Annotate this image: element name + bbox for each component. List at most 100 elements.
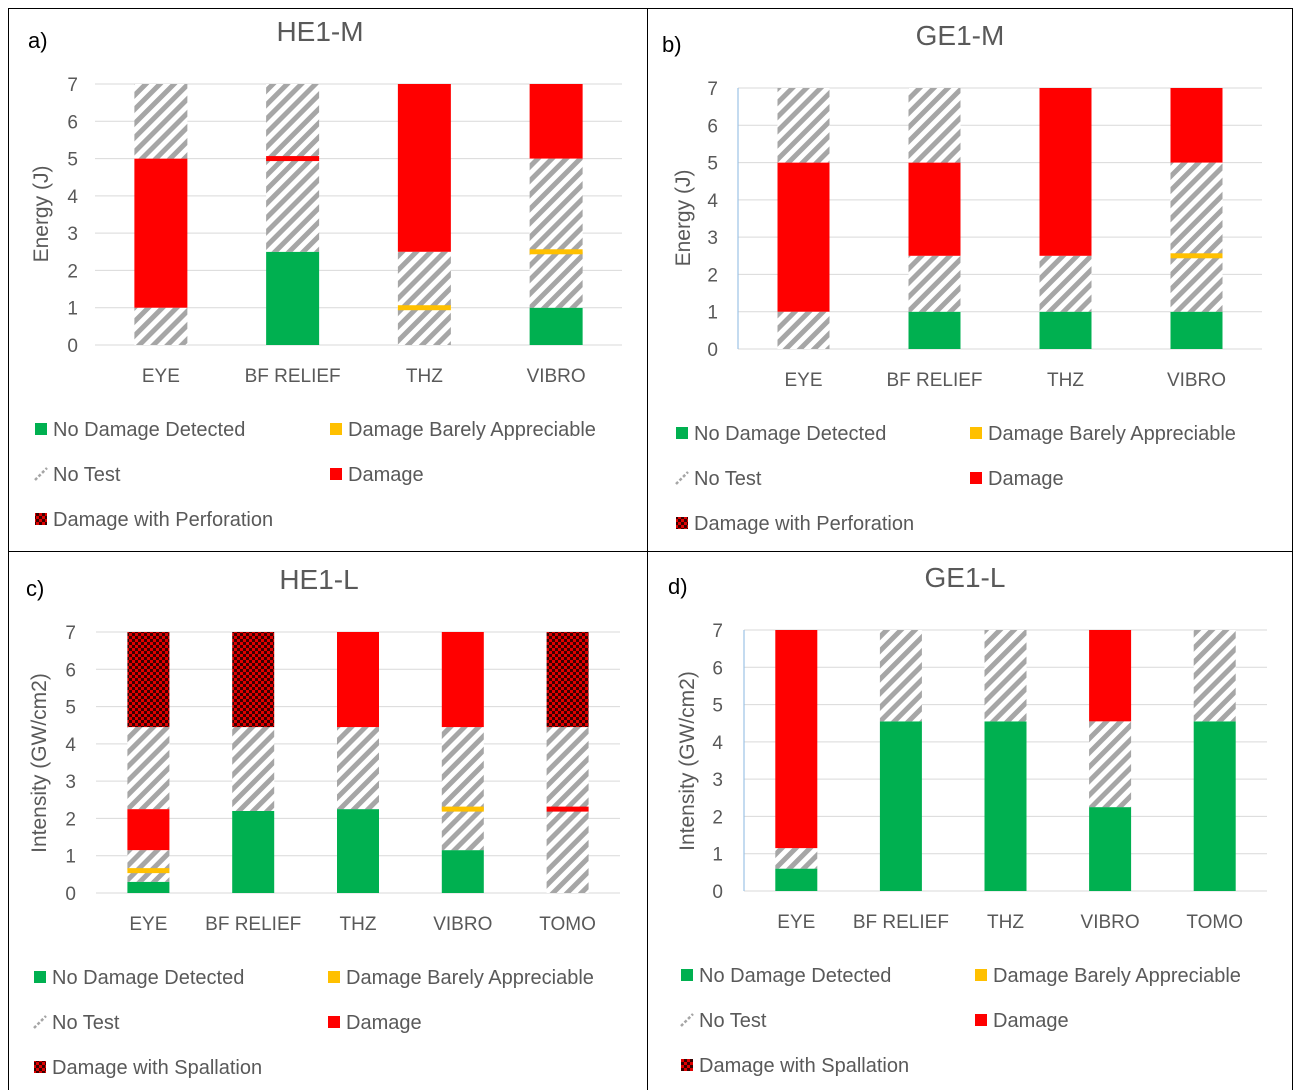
bar-vibro	[1170, 88, 1223, 349]
panel-d: d) GE1-L Intensity (GW/cm2) 0 1 2 3 4 5 6 7 EYE B…	[668, 562, 1267, 1077]
x-tick-label: THZ	[340, 914, 377, 935]
bar-tomo	[546, 632, 589, 893]
bar-segment-damage	[1039, 88, 1092, 256]
legend-item: No Test	[33, 1012, 120, 1034]
y-tick-label: 1	[65, 847, 76, 868]
y-tick-label: 3	[712, 770, 723, 791]
y-tick-label: 4	[67, 187, 78, 208]
bar-segment-no-test	[1089, 721, 1132, 808]
legend-label: No Test	[52, 1012, 120, 1034]
y-tick-label: 6	[712, 658, 723, 679]
bar-segment-no-test	[397, 251, 451, 345]
y-tick-label: 6	[67, 112, 78, 133]
legend-item: No Damage Detected	[35, 419, 245, 441]
bar-segment-no-test	[984, 630, 1027, 722]
bar-segment-no-damage	[1170, 311, 1223, 349]
bar-segment-no-damage	[441, 850, 484, 893]
y-axis-label: Intensity (GW/cm2)	[676, 671, 699, 851]
bar-segment-no-damage	[879, 721, 922, 891]
legend-item: Damage Barely Appreciable	[330, 419, 596, 441]
figure-frame	[8, 8, 1293, 1090]
legend-swatch	[328, 1016, 340, 1028]
bar-segment-no-test	[266, 84, 320, 252]
bar-segment-damage	[908, 162, 961, 256]
legend-label: No Test	[694, 468, 762, 490]
bar-segment-no-test	[134, 307, 188, 345]
legend-label: Damage Barely Appreciable	[346, 967, 594, 989]
bar-segment-no-test	[908, 88, 961, 163]
x-tick-label: VIBRO	[433, 914, 492, 935]
panel-c: c) HE1-L Intensity (GW/cm2) 0 1 2 3 4 5 6 7 EYE B…	[26, 564, 620, 1079]
barely-appreciable-marker	[1170, 253, 1223, 259]
bar-thz	[337, 632, 379, 893]
y-tick-label: 4	[707, 191, 718, 212]
legend-swatch	[970, 472, 982, 484]
legend-item: No Damage Detected	[34, 967, 244, 989]
y-tick-label: 3	[707, 228, 718, 249]
bar-segment-no-test	[879, 630, 922, 722]
y-tick-label: 1	[707, 303, 718, 324]
y-tick-label: 3	[67, 224, 78, 245]
legend-label: Damage with Spallation	[699, 1055, 909, 1077]
y-tick-label: 4	[712, 733, 723, 754]
legend-item: Damage	[975, 1010, 1069, 1032]
legend-swatch	[975, 969, 987, 981]
bar-bf-relief	[266, 84, 320, 345]
bar-segment-no-test	[1039, 255, 1092, 312]
y-tick-label: 0	[67, 336, 78, 357]
y-tick-label: 2	[712, 807, 723, 828]
bar-segment-no-damage	[908, 311, 961, 349]
y-tick-label: 3	[65, 772, 76, 793]
plot-area: 0 1 2 3 4 5 6 7 EYE BF RELIEF THZ VIBRO	[707, 79, 1262, 391]
y-axis-label: Intensity (GW/cm2)	[28, 673, 51, 853]
legend-swatch	[680, 1013, 694, 1027]
legend-label: No Test	[699, 1010, 767, 1032]
legend-label: Damage Barely Appreciable	[348, 419, 596, 441]
legend-label: Damage Barely Appreciable	[988, 423, 1236, 445]
bar-segment-no-test	[441, 727, 484, 851]
legend: No Damage Detected Damage Barely Apprecia…	[33, 967, 594, 1079]
chart-title: HE1-M	[276, 16, 363, 47]
legend-item: No Damage Detected	[681, 965, 891, 987]
legend-swatch	[975, 1014, 987, 1026]
bar-vibro	[441, 632, 484, 893]
bar-thz	[397, 84, 451, 345]
bar-segment-damage	[441, 632, 484, 728]
x-tick-label: EYE	[142, 366, 180, 387]
y-tick-label: 4	[65, 735, 76, 756]
y-tick-label: 0	[712, 882, 723, 903]
bar-segment-damage	[777, 162, 830, 312]
barely-appreciable-marker	[127, 868, 170, 874]
x-tick-label: VIBRO	[1081, 912, 1140, 933]
x-tick-label: BF RELIEF	[245, 366, 341, 387]
legend-label: Damage	[993, 1010, 1069, 1032]
legend-swatch	[681, 969, 693, 981]
bar-segment-damage	[134, 158, 188, 308]
y-tick-label: 7	[707, 79, 718, 100]
x-tick-label: BF RELIEF	[205, 914, 301, 935]
bar-segment-no-test	[337, 727, 379, 810]
bar-segment-no-test	[529, 158, 583, 308]
legend-swatch	[681, 1059, 693, 1071]
bar-thz	[984, 630, 1027, 891]
barely-appreciable-marker	[441, 806, 484, 812]
legend-item: Damage	[970, 468, 1064, 490]
legend-item: No Test	[680, 1010, 767, 1032]
legend-item: Damage with Spallation	[681, 1055, 909, 1077]
x-tick-label: EYE	[784, 370, 822, 391]
legend: No Damage Detected Damage Barely Apprecia…	[675, 423, 1236, 535]
legend-label: No Damage Detected	[699, 965, 891, 987]
bar-segment-no-test	[775, 848, 818, 869]
panel-b: b) GE1-M Energy (J) 0 1 2 3 4 5 6 7 EYE BF RELIEF…	[662, 20, 1262, 535]
y-tick-label: 1	[712, 845, 723, 866]
bar-bf-relief	[232, 632, 275, 893]
bar-segment-damage	[1089, 630, 1132, 722]
legend-label: Damage	[988, 468, 1064, 490]
bar-segment-no-damage	[775, 868, 818, 891]
bar-eye	[775, 630, 818, 891]
bar-segment-damage	[127, 809, 170, 851]
barely-appreciable-marker	[397, 305, 451, 311]
bar-segment-no-test	[232, 727, 275, 811]
plot-area: 0 1 2 3 4 5 6 7 EYE BF RELIEF THZ VIBRO TOMO	[712, 621, 1267, 933]
bar-segment-no-damage	[127, 881, 170, 893]
